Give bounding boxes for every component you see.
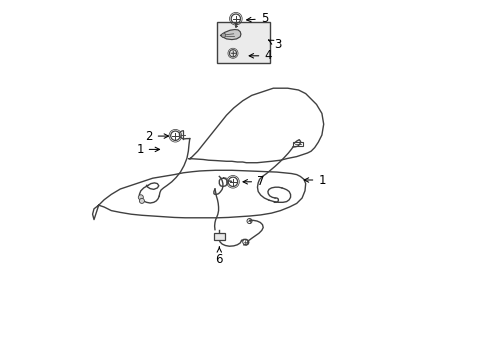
Bar (213, 233, 224, 240)
Text: 3: 3 (268, 39, 281, 51)
Text: 6: 6 (215, 247, 223, 266)
Circle shape (221, 33, 225, 37)
Bar (292, 142, 303, 146)
Circle shape (139, 198, 144, 203)
Circle shape (138, 195, 143, 200)
Polygon shape (220, 30, 241, 40)
Bar (217, 22, 269, 63)
Text: 1: 1 (304, 174, 325, 186)
Text: 7: 7 (243, 175, 264, 188)
Text: 1: 1 (136, 143, 159, 156)
Text: 2: 2 (145, 130, 168, 143)
Text: 4: 4 (249, 49, 271, 62)
Text: 5: 5 (246, 12, 267, 25)
